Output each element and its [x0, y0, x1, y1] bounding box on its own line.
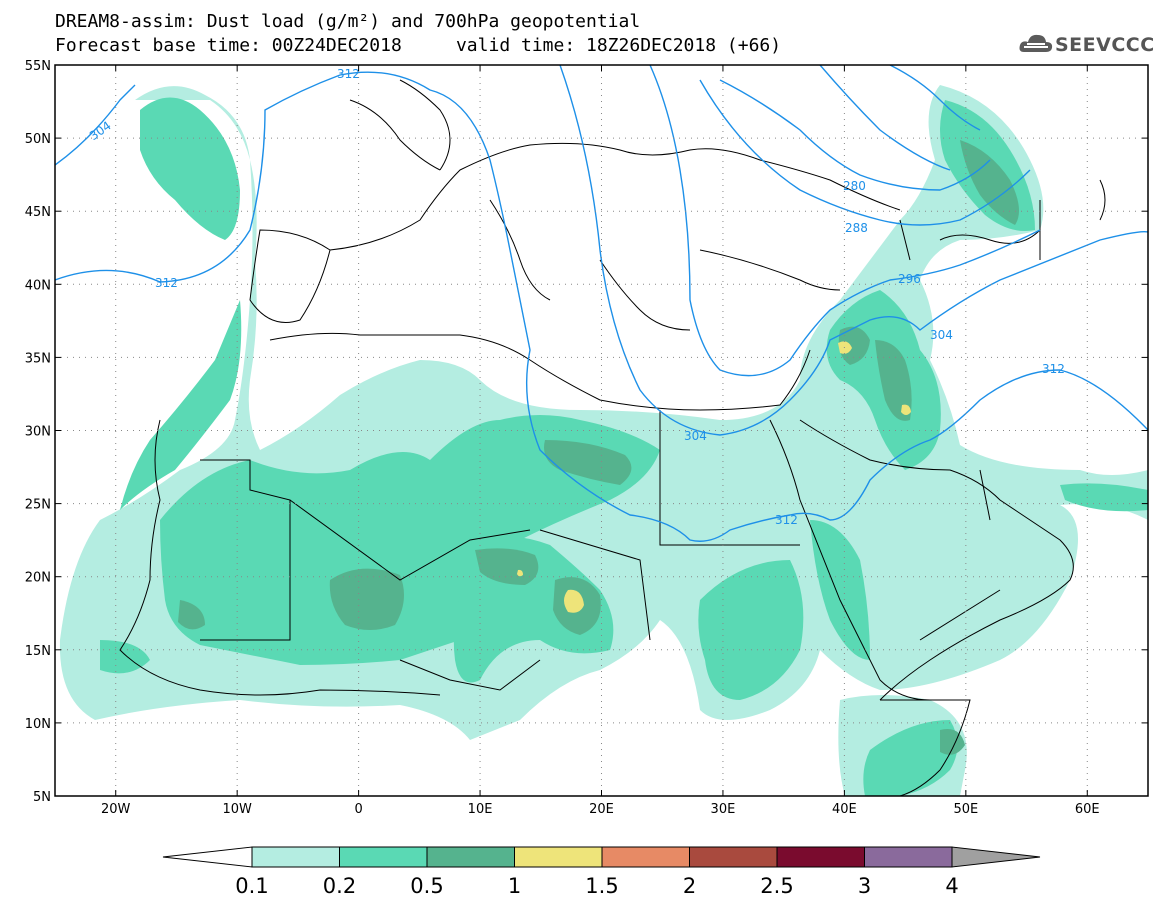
latitude-label: 50N: [25, 132, 51, 147]
colorbar-label: 1: [508, 874, 521, 898]
longitude-label: 50E: [953, 802, 978, 817]
latitude-label: 10N: [25, 717, 51, 732]
longitude-label: 0: [354, 802, 362, 817]
colorbar-label: 0.2: [323, 874, 356, 898]
contour-label: 312: [155, 276, 178, 290]
contour-label: 280: [843, 179, 866, 193]
latitude-label: 5N: [33, 790, 51, 805]
forecast-times: Forecast base time: 00Z24DEC2018 valid t…: [55, 35, 782, 56]
latitude-label: 15N: [25, 644, 51, 659]
colorbar-segment: [864, 846, 953, 868]
colorbar-segment: [689, 846, 778, 868]
colorbar-label: 3: [858, 874, 871, 898]
dust-dark-areas: [178, 140, 1019, 755]
colorbar-segment: [514, 846, 603, 868]
latitude-labels: 55N 50N 45N 40N 35N 30N 25N 20N 15N 10N 5N: [25, 59, 51, 805]
contour-label: 312: [1042, 362, 1065, 376]
longitude-label: 20W: [101, 802, 131, 817]
longitude-label: 10W: [222, 802, 252, 817]
latitude-label: 25N: [25, 498, 51, 513]
colorbar-label: 0.1: [235, 874, 268, 898]
dust-high-areas: [517, 341, 911, 613]
longitude-label: 30E: [711, 802, 736, 817]
contour-label: 288: [845, 221, 868, 235]
latitude-label: 35N: [25, 351, 51, 366]
latitude-label: 30N: [25, 425, 51, 440]
map-grid: [55, 65, 1148, 796]
seevccc-logo: SEEVCCC: [1018, 30, 1158, 58]
contour-label: 304: [930, 328, 953, 342]
colorbar-label: 1.5: [585, 874, 618, 898]
colorbar: [162, 846, 1041, 868]
colorbar-segment: [339, 846, 428, 868]
dust-fields: [59, 85, 1148, 796]
latitude-label: 40N: [25, 278, 51, 293]
contour-label: 304: [684, 429, 707, 443]
colorbar-segment: [426, 846, 515, 868]
longitude-labels: 20W 10W 0 10E 20E 30E 40E 50E 60E: [101, 802, 1100, 817]
colorbar-segment: [251, 846, 340, 868]
colorbar-label: 2.5: [760, 874, 793, 898]
contour-label: 296: [898, 272, 921, 286]
colorbar-label: 2: [683, 874, 696, 898]
contour-label: 312: [337, 67, 360, 81]
geopotential-contours: [55, 65, 1148, 542]
longitude-label: 40E: [832, 802, 857, 817]
axis-ticks: [55, 64, 1148, 797]
latitude-label: 45N: [25, 205, 51, 220]
contour-label: 312: [775, 513, 798, 527]
colorbar-label: 4: [945, 874, 958, 898]
colorbar-label: 0.5: [410, 874, 443, 898]
colorbar-segment: [601, 846, 690, 868]
longitude-label: 20E: [589, 802, 614, 817]
colorbar-over-arrow: [951, 846, 1041, 868]
contour-label: 304: [87, 119, 114, 144]
latitude-label: 55N: [25, 59, 51, 74]
colorbar-labels: 0.1 0.2 0.5 1 1.5 2 2.5 3 4: [235, 874, 958, 898]
colorbar-segment: [776, 846, 865, 868]
colorbar-under-arrow: [162, 846, 253, 868]
logo-text: SEEVCCC: [1055, 34, 1155, 56]
latitude-label: 20N: [25, 571, 51, 586]
longitude-label: 10E: [468, 802, 493, 817]
coastlines: [119, 79, 1106, 796]
map-title: DREAM8-assim: Dust load (g/m²) and 700hP…: [55, 11, 641, 32]
longitude-label: 60E: [1075, 802, 1100, 817]
cloud-logo-icon: [1019, 34, 1053, 52]
